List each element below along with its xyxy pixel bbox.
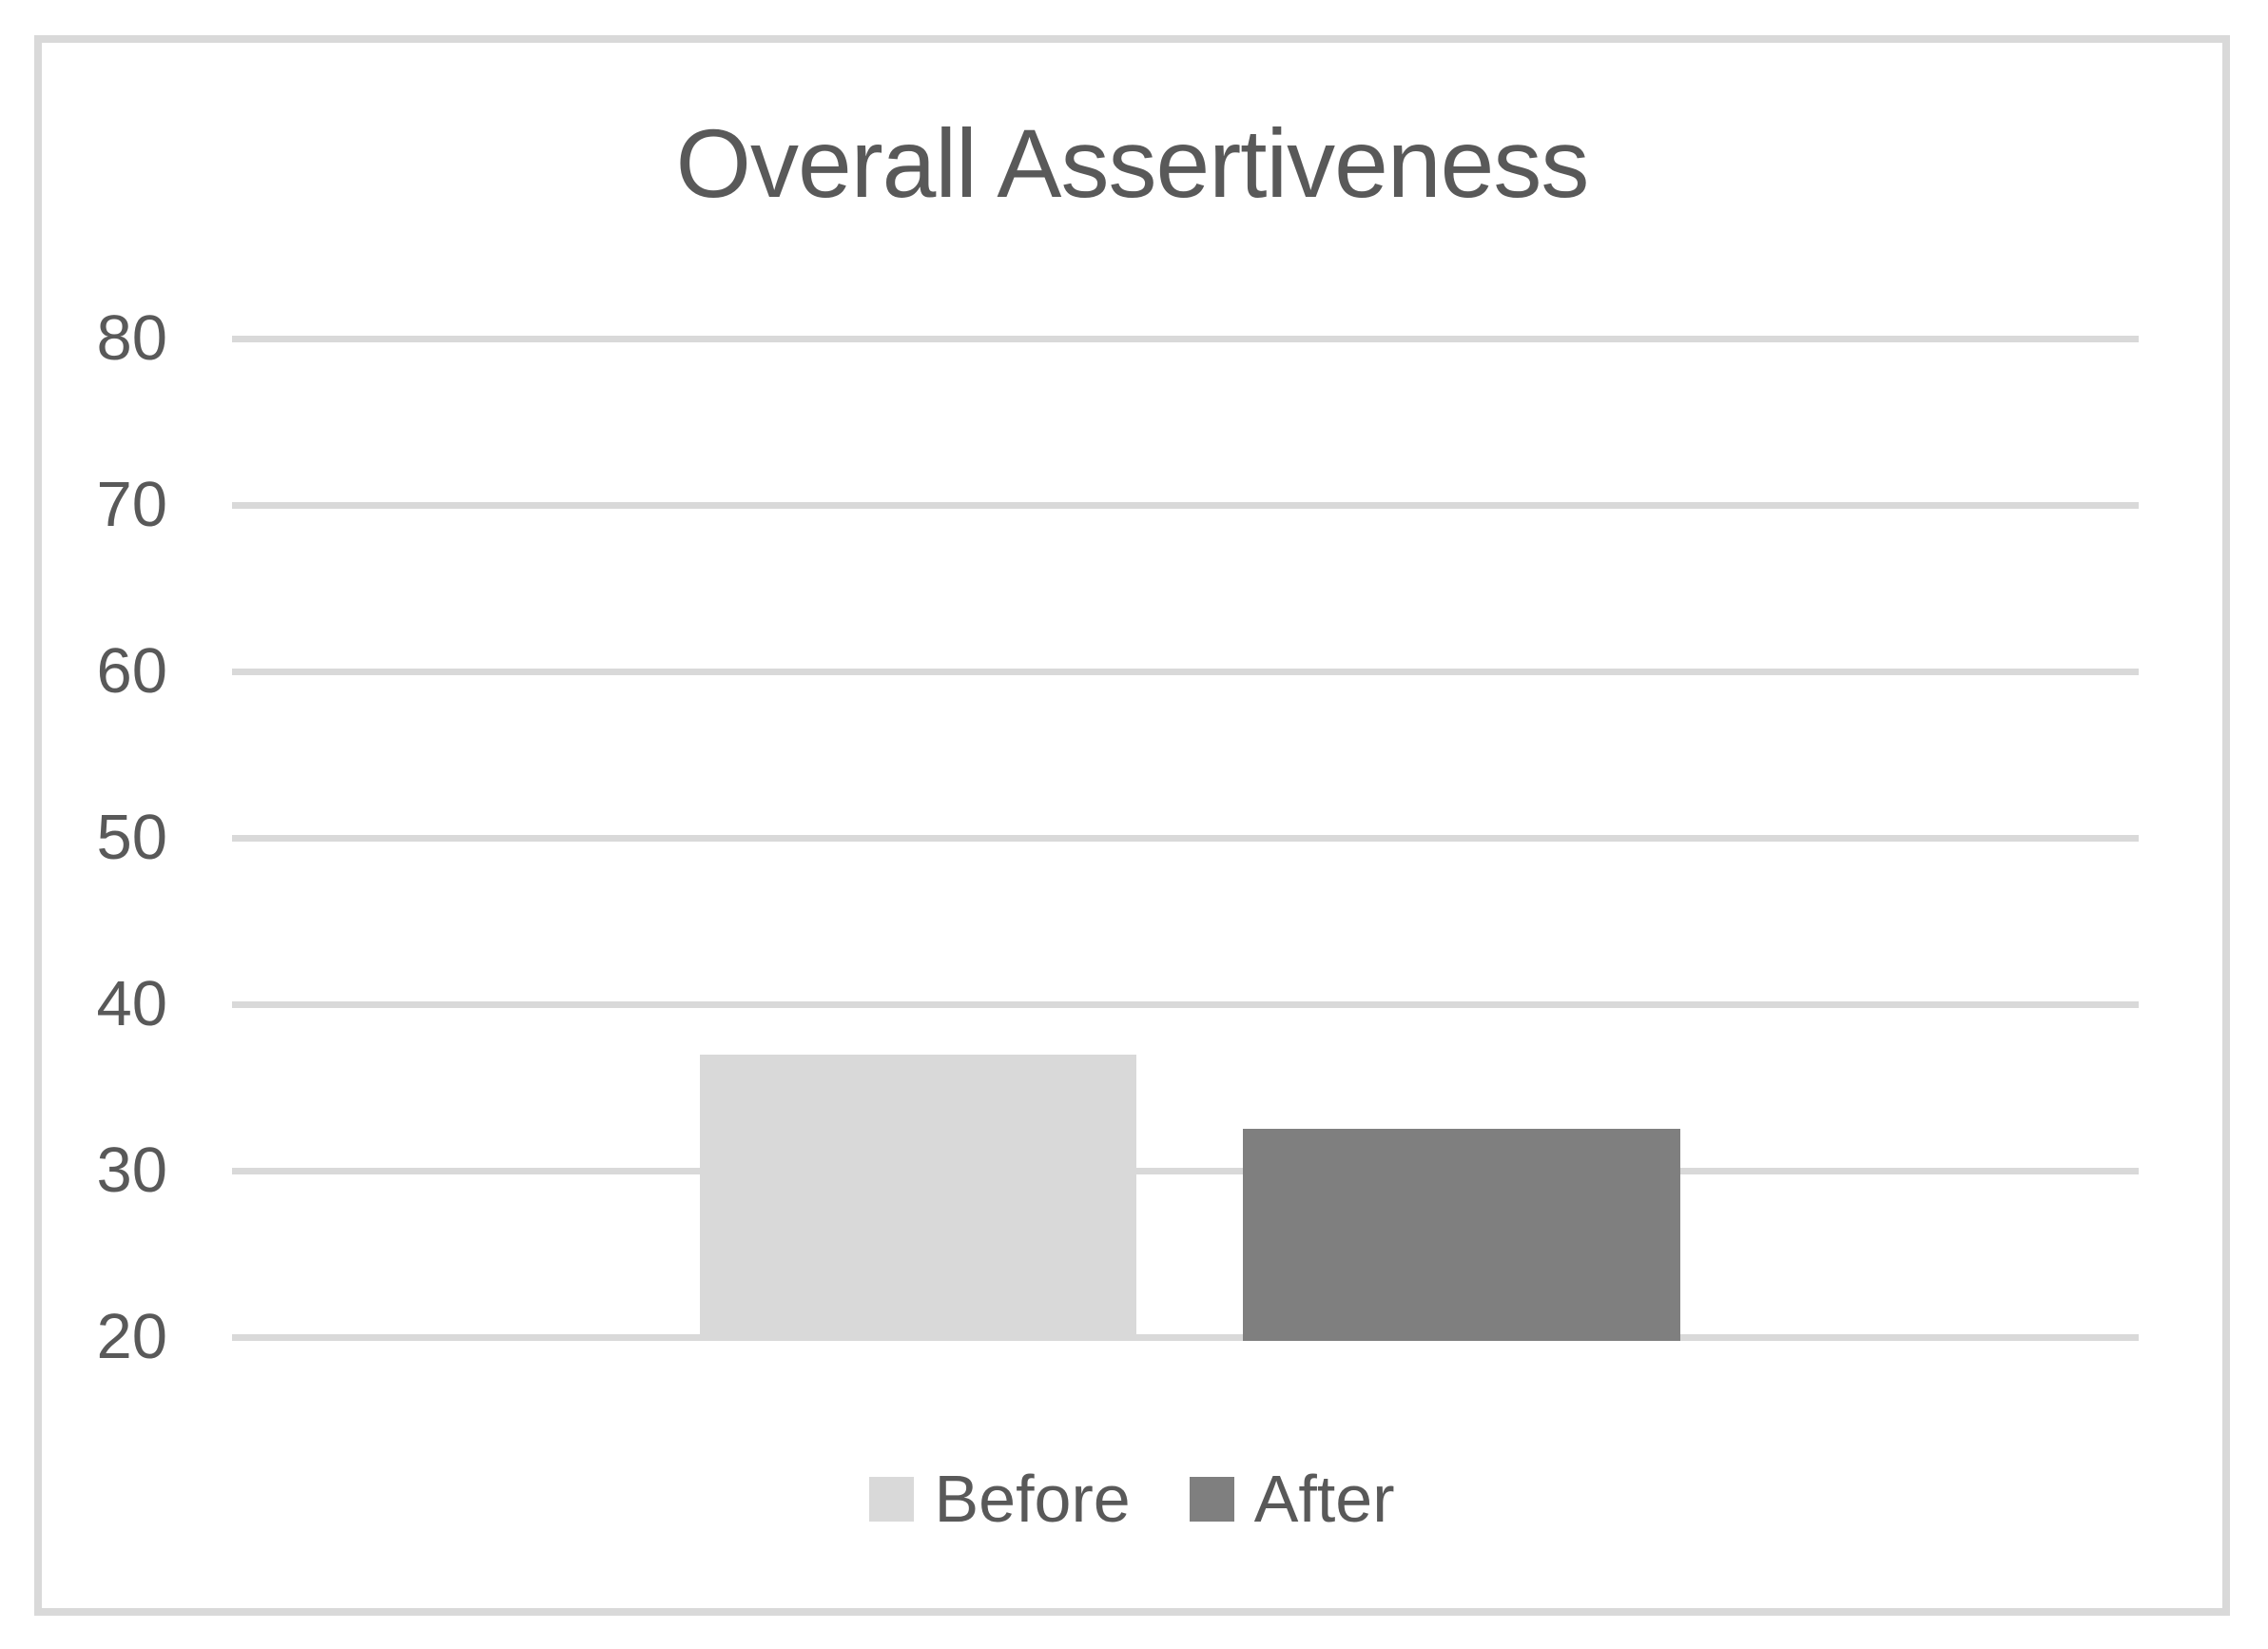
legend-swatch-after-icon	[1189, 1476, 1234, 1522]
legend-item-after: After	[1189, 1462, 1395, 1536]
gridline	[232, 835, 2139, 842]
chart-frame	[34, 35, 2230, 1616]
y-axis-tick-label: 60	[96, 635, 167, 707]
chart-title: Overall Assertiveness	[675, 109, 1590, 218]
gridline	[232, 1001, 2139, 1008]
y-axis-tick-label: 80	[96, 302, 167, 374]
y-axis-tick-label: 20	[96, 1301, 167, 1372]
y-axis-tick-label: 70	[96, 469, 167, 540]
gridline	[232, 1168, 2139, 1174]
legend-item-before: Before	[869, 1462, 1131, 1536]
gridline	[232, 1334, 2139, 1341]
gridline	[232, 336, 2139, 342]
y-axis-tick-label: 30	[96, 1135, 167, 1206]
gridline	[232, 502, 2139, 509]
legend-swatch-before-icon	[869, 1476, 915, 1522]
bar-after	[1243, 1129, 1680, 1341]
legend-label-before: Before	[934, 1462, 1131, 1536]
bar-before	[700, 1055, 1136, 1341]
legend-label-after: After	[1253, 1462, 1395, 1536]
legend: Before After	[34, 1463, 2230, 1535]
y-axis-tick-label: 40	[96, 968, 167, 1039]
y-axis-tick-label: 50	[96, 802, 167, 873]
gridline	[232, 669, 2139, 675]
